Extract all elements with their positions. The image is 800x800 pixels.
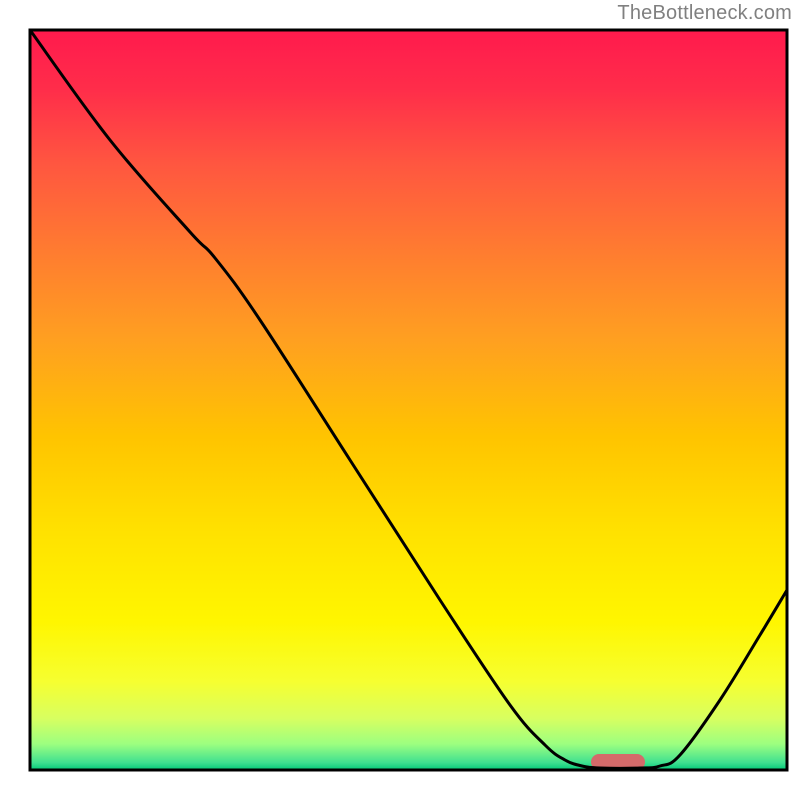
bottleneck-chart [0,0,800,800]
watermark-text: TheBottleneck.com [617,2,792,25]
chart-container: { "watermark": { "text": "TheBottleneck.… [0,0,800,800]
gradient-background [30,30,787,770]
